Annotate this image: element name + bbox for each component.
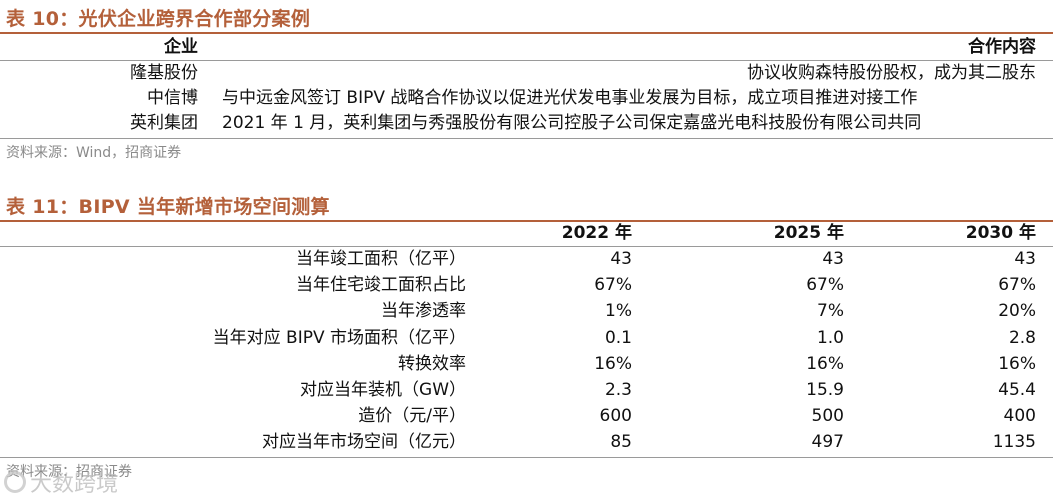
- table11-header-2030: 2030 年: [965, 223, 1036, 243]
- table11-cell-2022: 43: [610, 249, 632, 269]
- table11-header-2025: 2025 年: [773, 223, 844, 243]
- table11-cell-2025: 67%: [806, 275, 844, 296]
- table10-row-content: 协议收购森特股份股权，成为其二股东: [747, 63, 1036, 83]
- table11-cell-2025: 500: [811, 406, 844, 427]
- table11-top-rule: [0, 220, 1053, 222]
- table11-source: 资料来源：招商证券: [6, 464, 132, 480]
- table11-cell-2025: 16%: [806, 353, 844, 374]
- table10-source: 资料来源：Wind，招商证券: [6, 145, 182, 161]
- table11-cell-2022: 1%: [605, 301, 632, 322]
- table11-cell-2030: 400: [1003, 406, 1036, 427]
- table10-top-rule: [0, 32, 1053, 34]
- table11-row-label: 造价（元/平）: [358, 406, 466, 427]
- table11-cell-2025: 1.0: [816, 327, 844, 348]
- table10-bottom-rule: [0, 138, 1053, 139]
- table11-cell-2022: 67%: [594, 275, 632, 296]
- table11-cell-2030: 2.8: [1008, 327, 1036, 348]
- table10-header-content: 合作内容: [968, 37, 1036, 57]
- table11-cell-2030: 43: [1014, 249, 1036, 269]
- table11-row-label: 对应当年装机（GW）: [300, 380, 466, 400]
- table11-cell-2022: 2.3: [604, 380, 632, 400]
- table11-row-label: 当年对应 BIPV 市场面积（亿平）: [212, 327, 466, 348]
- table11-cell-2025: 497: [811, 432, 844, 453]
- table10-title: 表 10：光伏企业跨界合作部分案例: [6, 8, 311, 30]
- table11-cell-2030: 20%: [998, 301, 1036, 322]
- table11-row-label: 对应当年市场空间（亿元）: [262, 432, 466, 453]
- table10-row-content: 2021 年 1 月，英利集团与秀强股份有限公司控股子公司保定嘉盛光电科技股份有…: [222, 113, 922, 133]
- table11-cell-2030: 1135: [992, 432, 1036, 453]
- table10-row-company: 中信博: [147, 88, 198, 108]
- table11-title: 表 11：BIPV 当年新增市场空间测算: [6, 196, 330, 218]
- table11-row-label: 当年竣工面积（亿平）: [296, 249, 466, 269]
- table11-header-rule: [0, 246, 1053, 247]
- table11-cell-2022: 0.1: [604, 327, 632, 348]
- table10-header-rule: [0, 60, 1053, 61]
- table11-cell-2022: 600: [599, 406, 632, 427]
- table10-row-company: 隆基股份: [130, 63, 198, 83]
- table11-cell-2025: 43: [822, 249, 844, 269]
- table11-cell-2025: 7%: [817, 301, 844, 322]
- brand-logo-icon: [4, 471, 26, 493]
- table11-header-2022: 2022 年: [561, 223, 632, 243]
- table11-cell-2022: 85: [610, 432, 632, 453]
- table11-row-label: 当年渗透率: [381, 301, 466, 322]
- table11-cell-2030: 16%: [998, 353, 1036, 374]
- table10-header-company: 企业: [164, 37, 198, 57]
- table11-cell-2025: 15.9: [806, 380, 844, 400]
- table11-row-label: 当年住宅竣工面积占比: [296, 275, 466, 296]
- table10-row-company: 英利集团: [130, 113, 198, 133]
- table11-row-label: 转换效率: [398, 353, 466, 374]
- table11-cell-2030: 45.4: [998, 380, 1036, 400]
- table11-cell-2030: 67%: [998, 275, 1036, 296]
- watermark-text: 大数跨境: [30, 472, 119, 497]
- table11-bottom-rule: [0, 457, 1053, 458]
- table10-row-content: 与中远金风签订 BIPV 战略合作协议以促进光伏发电事业发展为目标，成立项目推进…: [222, 88, 918, 108]
- watermark: 大数跨境: [4, 466, 118, 498]
- table11-cell-2022: 16%: [594, 353, 632, 374]
